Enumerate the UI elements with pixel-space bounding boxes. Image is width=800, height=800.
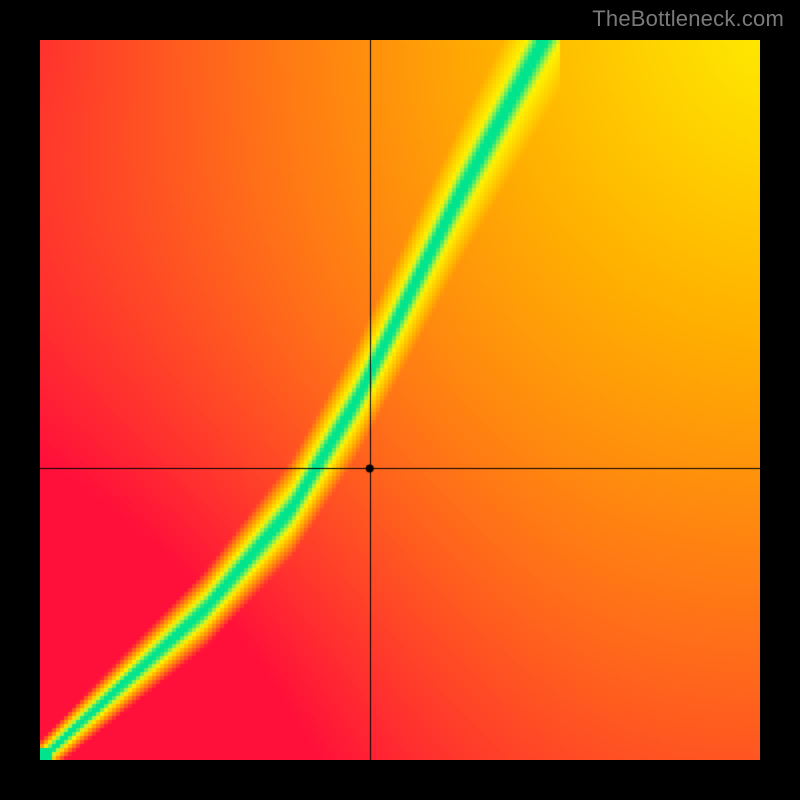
heatmap-canvas: [40, 40, 760, 760]
chart-container: TheBottleneck.com: [0, 0, 800, 800]
watermark-text: TheBottleneck.com: [592, 6, 784, 32]
